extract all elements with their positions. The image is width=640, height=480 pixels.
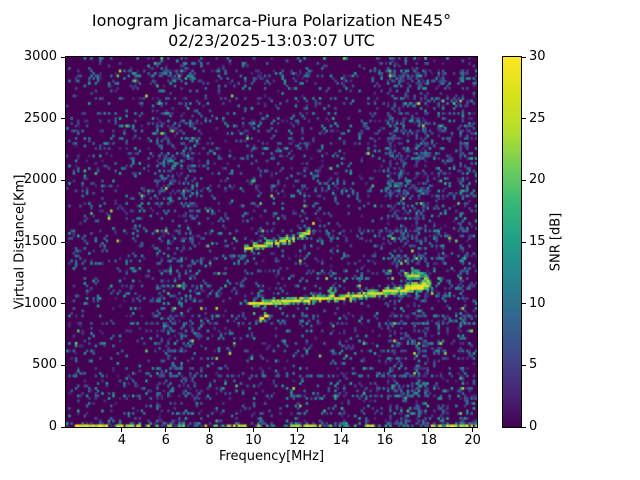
colorbar-gradient bbox=[503, 57, 521, 427]
x-tick-mark bbox=[252, 428, 254, 432]
colorbar-tick-label: 5 bbox=[529, 357, 538, 373]
colorbar-tick-mark bbox=[522, 179, 526, 181]
y-tick-label: 500 bbox=[32, 357, 57, 373]
colorbar-tick-label: 10 bbox=[529, 295, 546, 311]
x-tick-label: 14 bbox=[332, 433, 350, 448]
colorbar bbox=[502, 56, 522, 428]
y-tick-mark bbox=[61, 426, 65, 428]
x-tick-label: 4 bbox=[117, 433, 127, 448]
y-tick-mark bbox=[61, 364, 65, 366]
x-tick-mark bbox=[121, 428, 123, 432]
colorbar-tick-label: 15 bbox=[529, 234, 546, 249]
y-tick-label: 3000 bbox=[23, 49, 57, 64]
ionogram-heatmap bbox=[66, 57, 477, 427]
x-tick-mark bbox=[384, 428, 386, 432]
y-tick-mark bbox=[61, 303, 65, 305]
x-tick-label: 8 bbox=[205, 433, 214, 448]
y-tick-mark bbox=[61, 241, 65, 243]
y-tick-mark bbox=[61, 56, 65, 58]
x-axis-label: Frequency[MHz] bbox=[218, 449, 325, 464]
colorbar-tick-label: 20 bbox=[529, 172, 546, 188]
colorbar-tick-mark bbox=[522, 241, 526, 243]
y-tick-label: 0 bbox=[48, 419, 57, 434]
x-tick-mark bbox=[428, 428, 430, 432]
colorbar-tick-label: 25 bbox=[529, 110, 546, 126]
y-tick-mark bbox=[61, 179, 65, 181]
colorbar-tick-mark bbox=[522, 426, 526, 428]
y-tick-label: 2000 bbox=[23, 172, 57, 188]
colorbar-tick-mark bbox=[522, 56, 526, 58]
x-tick-label: 10 bbox=[245, 433, 262, 448]
plot-frame bbox=[65, 56, 478, 428]
colorbar-tick-label: 30 bbox=[529, 49, 546, 64]
y-tick-label: 1000 bbox=[23, 295, 57, 311]
colorbar-tick-mark bbox=[522, 118, 526, 120]
x-tick-label: 18 bbox=[420, 433, 438, 448]
x-tick-mark bbox=[209, 428, 211, 432]
colorbar-tick-mark bbox=[522, 364, 526, 366]
chart-subtitle: 02/23/2025-13:03:07 UTC bbox=[168, 31, 375, 50]
x-tick-mark bbox=[165, 428, 167, 432]
y-tick-label: 1500 bbox=[23, 234, 57, 249]
colorbar-tick-mark bbox=[522, 303, 526, 305]
chart-title: Ionogram Jicamarca-Piura Polarization NE… bbox=[91, 11, 452, 30]
x-tick-label: 12 bbox=[288, 433, 306, 448]
x-tick-mark bbox=[340, 428, 342, 432]
colorbar-tick-label: 0 bbox=[529, 419, 538, 434]
x-tick-label: 6 bbox=[161, 433, 170, 448]
x-tick-mark bbox=[472, 428, 474, 432]
y-tick-mark bbox=[61, 118, 65, 120]
chart-title-block: Ionogram Jicamarca-Piura Polarization NE… bbox=[66, 11, 477, 51]
x-tick-label: 16 bbox=[376, 433, 394, 448]
x-tick-label: 20 bbox=[464, 433, 481, 448]
y-tick-label: 2500 bbox=[23, 110, 57, 126]
x-tick-mark bbox=[296, 428, 298, 432]
